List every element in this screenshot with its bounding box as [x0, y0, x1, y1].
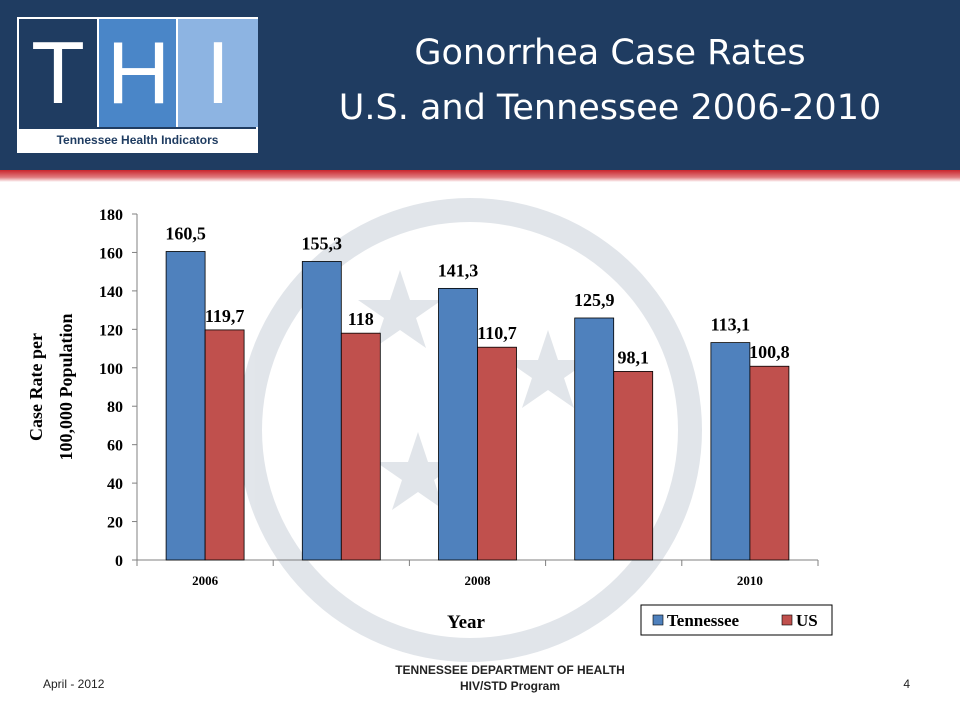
- y-axis-title-line-1: Case Rate per: [26, 333, 46, 441]
- legend-swatch-us: [781, 614, 793, 626]
- bar-us-2008: [477, 346, 517, 561]
- footer-org-line-2: HIV/STD Program: [459, 679, 561, 693]
- y-tick-label: 80: [107, 399, 123, 416]
- bar-tennessee-2008: [438, 287, 478, 561]
- y-tick-label: 40: [107, 476, 123, 493]
- y-tick-label: 180: [99, 207, 123, 224]
- x-tick-label: 2006: [192, 573, 219, 588]
- logo-caption: Tennessee Health Indicators: [19, 129, 256, 151]
- thi-logo: T H I Tennessee Health Indicators: [17, 17, 258, 153]
- slide-title-line-2: U.S. and Tennessee 2006-2010: [338, 88, 882, 128]
- data-label-us-2010: 100,8: [749, 342, 790, 362]
- logo-letter-h: H: [97, 19, 178, 127]
- watermark-star-2: [506, 330, 590, 408]
- data-label-us-2009: 98,1: [617, 347, 649, 367]
- data-label-tennessee-2007: 155,3: [302, 233, 343, 253]
- data-label-tennessee-2008: 141,3: [438, 260, 479, 280]
- x-tick-label: 2010: [737, 573, 763, 588]
- y-tick-label: 140: [99, 284, 123, 301]
- watermark-star-1: [358, 270, 442, 348]
- data-label-tennessee-2009: 125,9: [574, 290, 615, 310]
- y-tick-label: 120: [99, 322, 123, 339]
- bar-tennessee-2007: [301, 261, 342, 561]
- footer-page-number: 4: [903, 677, 910, 691]
- watermark-star-3: [376, 432, 460, 510]
- legend-label-tennessee: Tennessee: [667, 611, 740, 630]
- logo-letter-t: T: [19, 19, 97, 127]
- y-tick-label: 20: [107, 515, 123, 532]
- bar-us-2006: [204, 329, 245, 561]
- legend-label-us: US: [796, 611, 818, 630]
- bar-tennessee-2010: [710, 342, 751, 561]
- x-axis-title: Year: [447, 612, 486, 633]
- y-tick-label: 160: [99, 245, 123, 262]
- bar-us-2010: [749, 365, 790, 561]
- y-axis-title-line-2: 100,000 Population: [56, 313, 76, 460]
- footer-organization: TENNESSEE DEPARTMENT OF HEALTH HIV/STD P…: [340, 662, 680, 694]
- legend-swatch-tennessee: [652, 614, 664, 626]
- bar-tennessee-2006: [165, 251, 206, 561]
- data-label-us-2007: 118: [348, 309, 374, 329]
- bar-us-2009: [613, 371, 654, 561]
- y-tick-label: 60: [107, 438, 123, 455]
- legend-box: [640, 604, 833, 636]
- footer-date: April - 2012: [43, 677, 105, 691]
- data-label-us-2008: 110,7: [477, 323, 517, 343]
- bar-tennessee-2009: [574, 317, 615, 561]
- bar-us-2007: [340, 332, 381, 561]
- slide-title-line-1: Gonorrhea Case Rates: [414, 33, 806, 73]
- data-label-tennessee-2006: 160,5: [165, 223, 206, 243]
- header-red-accent: [0, 170, 960, 182]
- data-label-us-2006: 119,7: [205, 306, 245, 326]
- data-label-tennessee-2010: 113,1: [711, 315, 751, 335]
- x-tick-label: 2008: [465, 573, 492, 588]
- footer-org-line-1: TENNESSEE DEPARTMENT OF HEALTH: [395, 663, 625, 677]
- y-tick-label: 100: [99, 361, 123, 378]
- y-tick-label: 0: [115, 553, 123, 570]
- logo-letter-i: I: [176, 19, 258, 127]
